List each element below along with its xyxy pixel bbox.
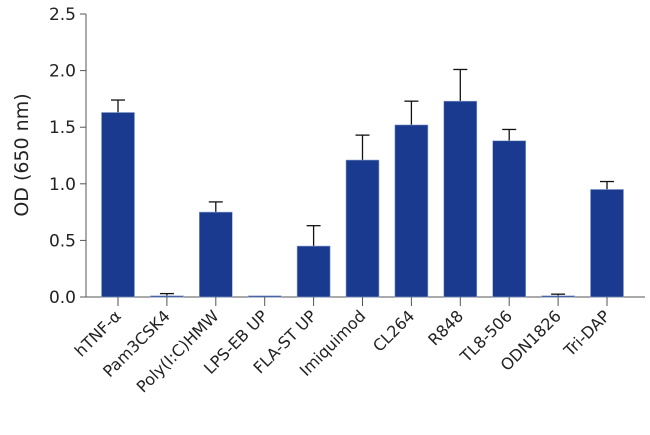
- bar: [150, 295, 184, 298]
- y-tick-label: 2.5: [49, 5, 76, 25]
- y-tick-label: 2.0: [49, 62, 76, 82]
- bar: [541, 295, 575, 298]
- bar: [590, 189, 624, 298]
- bar: [296, 245, 331, 298]
- x-tick-label: Tri-DAP: [559, 306, 614, 361]
- x-tick-label: R848: [424, 306, 467, 349]
- bar: [345, 159, 380, 298]
- y-tick-label: 1.0: [49, 175, 76, 195]
- y-tick-label: 0.0: [49, 288, 76, 308]
- y-axis-label: OD (650 nm): [11, 93, 33, 216]
- bar: [101, 112, 135, 298]
- bar: [443, 100, 478, 298]
- bar: [247, 295, 282, 298]
- bar: [492, 140, 527, 298]
- bar: [394, 124, 429, 298]
- y-tick-label: 1.5: [49, 118, 76, 138]
- bar: [199, 211, 233, 298]
- y-tick-label: 0.5: [49, 231, 76, 251]
- x-tick-label: CL264: [369, 306, 418, 355]
